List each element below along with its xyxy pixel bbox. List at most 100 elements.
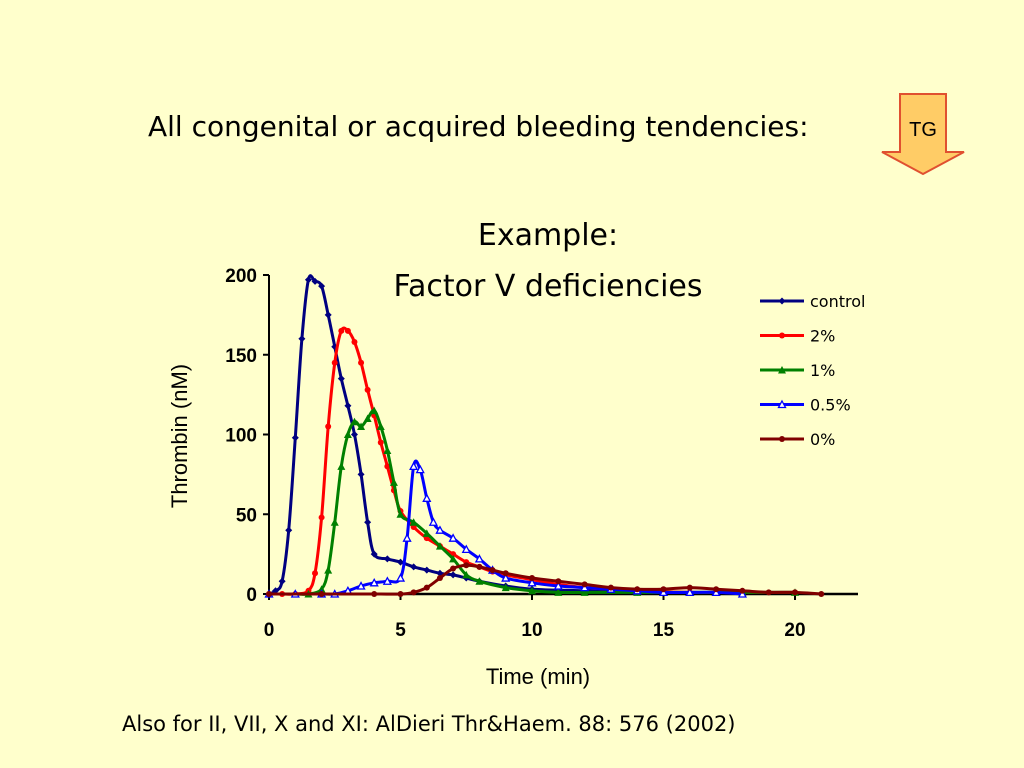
data-point [423,584,430,591]
data-point [580,588,589,596]
data-point [818,591,825,597]
data-point [318,282,326,290]
data-point [324,311,332,319]
data-point [713,586,720,593]
x-tick-label: 10 [521,620,542,641]
slide-heading: All congenital or acquired bleeding tend… [148,110,809,143]
data-point [553,581,563,590]
data-point [463,562,470,569]
legend-marker [778,366,786,374]
data-point [266,591,272,597]
legend-label: 0.5% [810,396,851,415]
data-point [318,591,325,597]
footnote: Also for II, VII, X and XI: AlDieri Thr&… [122,712,736,736]
data-point [337,375,345,383]
data-point [501,573,511,582]
data-point [324,566,333,574]
data-point [350,431,358,438]
legend-marker [778,297,786,305]
data-point [382,576,392,585]
legend-entry: 0% [760,430,835,449]
legend-entry: 0.5% [760,396,851,415]
y-tick-label: 0 [246,585,257,606]
y-tick-label: 100 [225,426,257,447]
chart-title-line1: Example: [477,218,619,253]
data-point [660,586,667,593]
data-point [397,558,404,566]
y-axis-label: Thrombin (nM) [167,364,192,508]
data-point [462,570,471,579]
data-point [383,446,392,454]
data-point [357,470,365,478]
data-point [298,335,306,343]
legend-label: control [810,292,865,311]
data-point [363,414,372,423]
data-point [410,563,418,571]
data-point [356,581,366,590]
data-point [377,439,384,446]
x-tick-label: 0 [264,620,275,641]
data-point [351,338,358,345]
data-point [344,327,351,334]
data-point [410,589,417,596]
data-point [554,588,563,596]
data-point [422,493,432,502]
chart-title-line2: Factor V deficiencies [393,269,703,304]
data-point [474,554,484,563]
data-point [489,567,496,574]
data-point [383,555,391,563]
data-point [330,518,339,526]
legend-label: 0% [810,430,835,449]
data-point [555,578,562,585]
y-tick-label: 50 [236,505,257,526]
data-point [409,461,419,471]
legend-label: 2% [810,327,835,346]
data-point [423,566,431,574]
data-point [396,510,405,518]
data-point [461,544,471,553]
x-axis-label: Time (min) [486,664,590,689]
data-point [475,577,484,585]
x-tick-label: 5 [395,620,406,641]
y-tick-label: 150 [225,346,257,367]
data-point [331,359,338,366]
data-point [376,422,385,431]
data-point [502,570,509,577]
series-0-5- [264,459,747,598]
data-point [528,586,536,595]
data-point [476,563,483,570]
data-point [325,423,332,430]
data-point [409,518,418,526]
data-point [364,386,371,393]
data-point [435,542,444,550]
data-point [792,589,798,596]
x-tick-label: 20 [784,620,805,641]
data-point [278,577,286,585]
data-point [634,586,641,593]
legend-entry: 1% [760,361,835,380]
data-point [581,581,588,588]
tg-arrow-icon: TG [881,93,965,176]
data-point [317,585,326,593]
data-point [371,591,378,597]
y-tick-label: 200 [225,266,257,287]
data-point [422,529,431,537]
data-point [395,573,406,582]
data-point [318,514,325,521]
legend-marker [777,399,787,409]
data-point [389,478,398,486]
data-point [364,518,372,526]
data-point [344,402,352,410]
data-point [529,575,535,582]
data-point [436,575,443,582]
data-point [337,462,346,470]
data-point [291,434,299,442]
data-point [435,525,445,534]
x-tick-label: 15 [653,620,675,641]
data-point [397,591,404,597]
data-point [607,584,614,591]
data-point [765,589,772,596]
data-point [527,577,537,587]
data-point [384,463,391,470]
